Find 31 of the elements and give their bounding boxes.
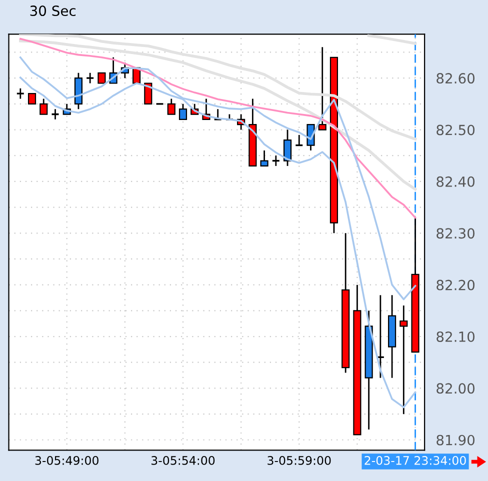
y-tick-label: 82.50 <box>436 124 475 136</box>
candlestick <box>16 88 25 100</box>
x-tick-label: 2-03-17 23:34:00 <box>364 456 466 465</box>
y-tick-label: 82.10 <box>436 331 475 342</box>
y-tick-label: 82.20 <box>436 280 475 290</box>
x-tick-label: 3-05:59:00 <box>268 456 331 465</box>
y-tick-label: 82.00 <box>436 383 475 394</box>
y-tick-label: 82.30 <box>436 228 475 239</box>
y-tick-label: 81.90 <box>436 434 475 446</box>
line-series <box>19 38 416 219</box>
candlestick <box>86 72 94 84</box>
line-series <box>19 39 417 191</box>
candlestick <box>283 129 292 167</box>
line-series <box>367 34 417 45</box>
y-tick-label: 82.60 <box>436 73 475 84</box>
chart-title: 30 Sec <box>30 6 76 16</box>
candlestick <box>178 103 188 120</box>
candlestick <box>260 150 268 167</box>
candlestick <box>98 72 106 84</box>
candlestick <box>167 98 176 115</box>
candlestick <box>294 134 304 146</box>
candlestick <box>400 304 408 415</box>
candlestick <box>40 98 48 115</box>
x-tick-label: 3-05:49:00 <box>35 456 98 465</box>
candlestick <box>28 93 36 104</box>
x-tick-label: 3-05:54:00 <box>151 456 215 465</box>
candlestick <box>272 154 280 167</box>
y-tick-label: 82.40 <box>436 176 475 187</box>
candlestick <box>144 82 152 104</box>
candlestick <box>318 46 326 130</box>
line-series <box>19 34 417 140</box>
